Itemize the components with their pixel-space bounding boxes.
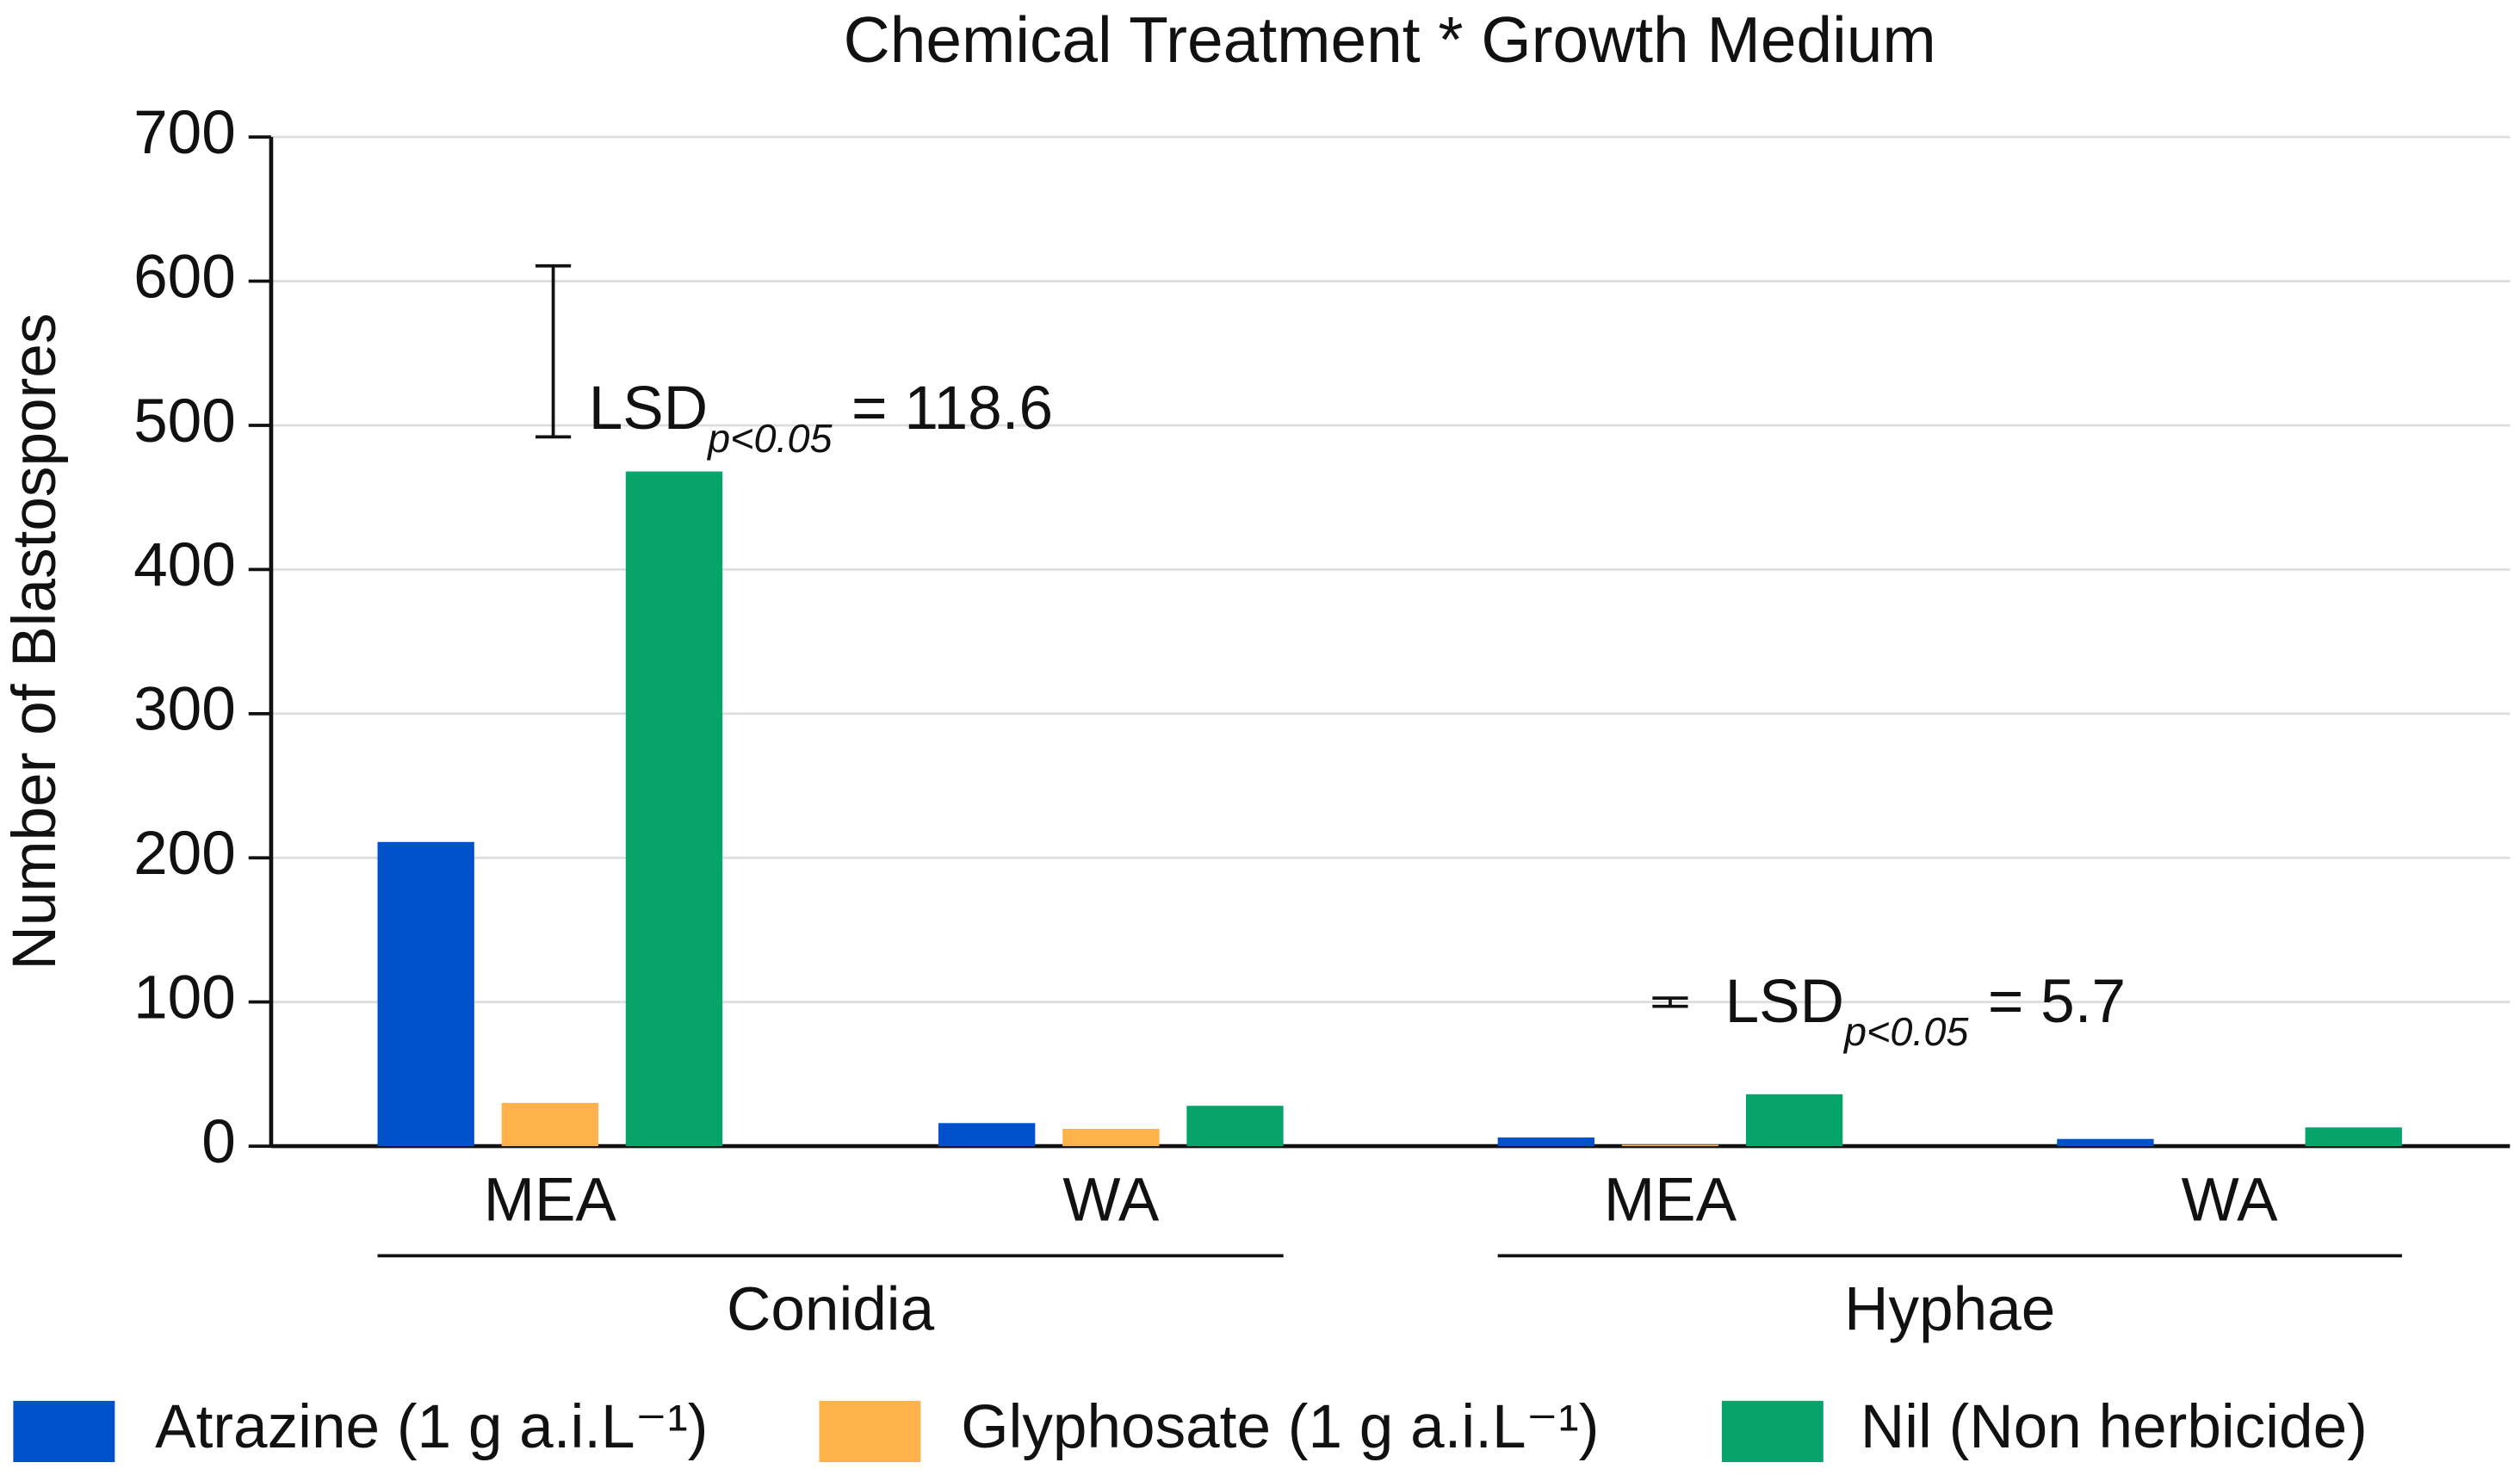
- annotation-text: LSD: [1725, 968, 1844, 1036]
- y-tick-label: 400: [133, 531, 236, 599]
- bar: [1745, 1094, 1843, 1147]
- y-tick-label: 100: [133, 964, 236, 1032]
- annotation-subscript: p<0.05: [1842, 1009, 1969, 1054]
- x-tick-label: MEA: [1604, 1166, 1737, 1234]
- chart-title: Chemical Treatment * Growth Medium: [844, 3, 1936, 76]
- bar: [625, 471, 723, 1147]
- bar: [377, 841, 474, 1147]
- legend-label: Atrazine (1 g a.i.L⁻¹): [155, 1393, 708, 1461]
- bar: [1497, 1137, 1594, 1147]
- bar: [1621, 1144, 1719, 1147]
- x-tick-label: MEA: [484, 1166, 617, 1234]
- annotation-text: LSD: [589, 375, 708, 443]
- legend-label: Nil (Non herbicide): [1861, 1393, 2368, 1461]
- lsd-error-bar: [535, 263, 572, 439]
- legend-swatch: [1721, 1400, 1823, 1463]
- x-tick-label: WA: [2182, 1166, 2278, 1234]
- group-label: Conidia: [727, 1276, 935, 1344]
- bar: [2057, 1138, 2154, 1147]
- legend-swatch: [13, 1400, 115, 1463]
- annotation-value: = 118.6: [851, 375, 1053, 443]
- y-tick-label: 200: [133, 820, 236, 888]
- annotation-subscript: p<0.05: [706, 416, 833, 461]
- annotation: LSDp<0.05 = 5.7: [1725, 968, 2126, 1054]
- legend-label: Glyphosate (1 g a.i.L⁻¹): [961, 1393, 1599, 1461]
- bar: [2305, 1127, 2402, 1147]
- bar: [1062, 1128, 1160, 1147]
- y-tick-label: 500: [133, 387, 236, 456]
- y-tick-label: 600: [133, 243, 236, 311]
- y-axis-label: Number of Blastospores: [1, 313, 69, 970]
- lsd-error-bar: [1652, 996, 1688, 1008]
- bar: [938, 1123, 1036, 1147]
- x-tick-label: WA: [1062, 1166, 1159, 1234]
- bar: [501, 1102, 598, 1147]
- group-label: Hyphae: [1844, 1276, 2055, 1344]
- y-tick-label: 0: [201, 1108, 236, 1176]
- bar: [1186, 1106, 1284, 1147]
- legend-swatch: [819, 1400, 921, 1463]
- y-tick-label: 700: [133, 99, 236, 167]
- annotation-value: = 5.7: [1988, 968, 2126, 1036]
- annotation: LSDp<0.05 = 118.6: [589, 375, 1053, 461]
- y-tick-label: 300: [133, 676, 236, 744]
